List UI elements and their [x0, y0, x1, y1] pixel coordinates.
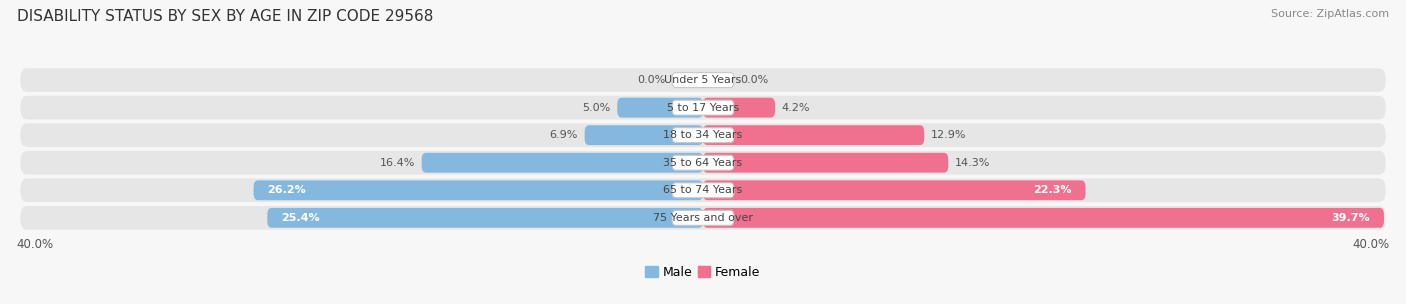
- Legend: Male, Female: Male, Female: [641, 261, 765, 284]
- Text: 40.0%: 40.0%: [1353, 238, 1389, 251]
- FancyBboxPatch shape: [20, 123, 1386, 147]
- FancyBboxPatch shape: [253, 180, 703, 200]
- Text: 6.9%: 6.9%: [550, 130, 578, 140]
- FancyBboxPatch shape: [20, 178, 1386, 202]
- FancyBboxPatch shape: [585, 125, 703, 145]
- FancyBboxPatch shape: [672, 155, 734, 170]
- FancyBboxPatch shape: [617, 98, 703, 118]
- Text: 35 to 64 Years: 35 to 64 Years: [664, 158, 742, 168]
- FancyBboxPatch shape: [672, 183, 734, 198]
- Text: 25.4%: 25.4%: [281, 213, 319, 223]
- FancyBboxPatch shape: [672, 128, 734, 143]
- FancyBboxPatch shape: [20, 206, 1386, 230]
- FancyBboxPatch shape: [672, 73, 734, 88]
- Text: 22.3%: 22.3%: [1033, 185, 1071, 195]
- Text: DISABILITY STATUS BY SEX BY AGE IN ZIP CODE 29568: DISABILITY STATUS BY SEX BY AGE IN ZIP C…: [17, 9, 433, 24]
- Text: 75 Years and over: 75 Years and over: [652, 213, 754, 223]
- FancyBboxPatch shape: [703, 208, 1384, 228]
- FancyBboxPatch shape: [672, 100, 734, 115]
- Text: 16.4%: 16.4%: [380, 158, 415, 168]
- FancyBboxPatch shape: [20, 151, 1386, 174]
- Text: Source: ZipAtlas.com: Source: ZipAtlas.com: [1271, 9, 1389, 19]
- FancyBboxPatch shape: [703, 98, 775, 118]
- FancyBboxPatch shape: [703, 180, 1085, 200]
- Text: 40.0%: 40.0%: [17, 238, 53, 251]
- Text: 39.7%: 39.7%: [1331, 213, 1371, 223]
- Text: 18 to 34 Years: 18 to 34 Years: [664, 130, 742, 140]
- FancyBboxPatch shape: [422, 153, 703, 173]
- FancyBboxPatch shape: [703, 153, 948, 173]
- Text: 5.0%: 5.0%: [582, 103, 610, 113]
- Text: 0.0%: 0.0%: [637, 75, 665, 85]
- Text: 65 to 74 Years: 65 to 74 Years: [664, 185, 742, 195]
- FancyBboxPatch shape: [20, 68, 1386, 92]
- FancyBboxPatch shape: [20, 96, 1386, 119]
- FancyBboxPatch shape: [267, 208, 703, 228]
- Text: 26.2%: 26.2%: [267, 185, 307, 195]
- Text: 4.2%: 4.2%: [782, 103, 810, 113]
- Text: Under 5 Years: Under 5 Years: [665, 75, 741, 85]
- Text: 0.0%: 0.0%: [741, 75, 769, 85]
- FancyBboxPatch shape: [703, 125, 924, 145]
- FancyBboxPatch shape: [672, 210, 734, 225]
- Text: 5 to 17 Years: 5 to 17 Years: [666, 103, 740, 113]
- Text: 12.9%: 12.9%: [931, 130, 967, 140]
- Text: 14.3%: 14.3%: [955, 158, 991, 168]
